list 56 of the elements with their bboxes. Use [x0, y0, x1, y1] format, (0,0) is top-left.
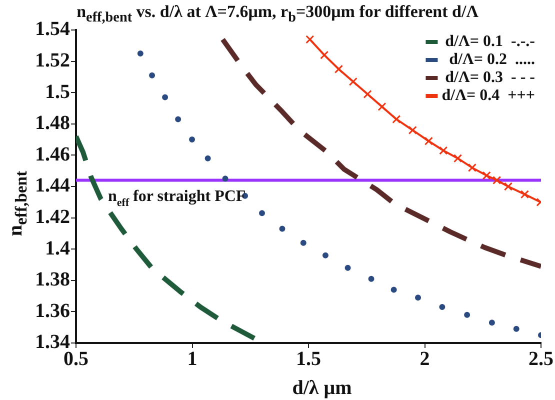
x-tick-label: 2.5 [528, 348, 554, 370]
x-tick-label: 1 [187, 348, 198, 370]
point [464, 312, 470, 318]
point [415, 294, 422, 301]
y-tick-label: 1.42 [35, 206, 70, 228]
y-tick-label: 1.4 [45, 237, 70, 260]
point [279, 226, 286, 232]
x-tick-label: 1.5 [296, 348, 321, 370]
point [162, 94, 168, 100]
y-tick-label: 1.52 [35, 49, 70, 72]
legend-label: d/Λ= 0.3 - - - [445, 69, 535, 86]
point [259, 210, 265, 216]
point [408, 126, 417, 134]
point [392, 114, 401, 124]
point [504, 182, 513, 191]
legend-label: d/Λ= 0.4 +++ [442, 87, 535, 104]
y-tick-label: 1.54 [35, 18, 70, 40]
legend-label: d/Λ= 0.2 ..... [449, 51, 535, 68]
point [520, 190, 530, 199]
point [363, 90, 372, 98]
point [175, 116, 182, 122]
point [439, 304, 446, 310]
point [222, 176, 228, 182]
point [439, 146, 448, 155]
point [453, 154, 462, 163]
x-tick-label: 0.5 [64, 348, 88, 370]
point [482, 171, 491, 180]
x-axis-title: d/λ μm [291, 377, 353, 400]
point [468, 163, 476, 172]
point [149, 72, 156, 78]
point [137, 50, 144, 56]
point [492, 176, 502, 185]
point [348, 77, 358, 86]
x-tick-label: 2 [420, 348, 430, 370]
y-tick-label: 1.36 [35, 300, 70, 322]
point [306, 35, 314, 44]
point [322, 252, 328, 258]
y-tick-label: 1.46 [35, 143, 70, 166]
y-tick-label: 1.38 [35, 268, 70, 291]
y-tick-label: 1.48 [35, 112, 70, 134]
point [189, 136, 196, 143]
y-tick-label: 1.5 [45, 80, 70, 103]
point [488, 320, 495, 326]
point [378, 102, 386, 111]
legend-label: d/Λ= 0.1 -.-.- [445, 33, 535, 50]
point [390, 286, 397, 293]
point [204, 155, 211, 162]
point [300, 240, 306, 246]
point [513, 326, 520, 332]
point [424, 136, 433, 146]
y-tick-label: 1.44 [35, 174, 70, 197]
point [344, 264, 351, 271]
point [334, 64, 344, 74]
chart-title: n$_{eff,bent}$ vs. d/λ at Λ=7.6μm, r$_{b}$=300μm for different d/Λ [76, 2, 478, 26]
point [320, 50, 329, 60]
point [368, 276, 374, 282]
